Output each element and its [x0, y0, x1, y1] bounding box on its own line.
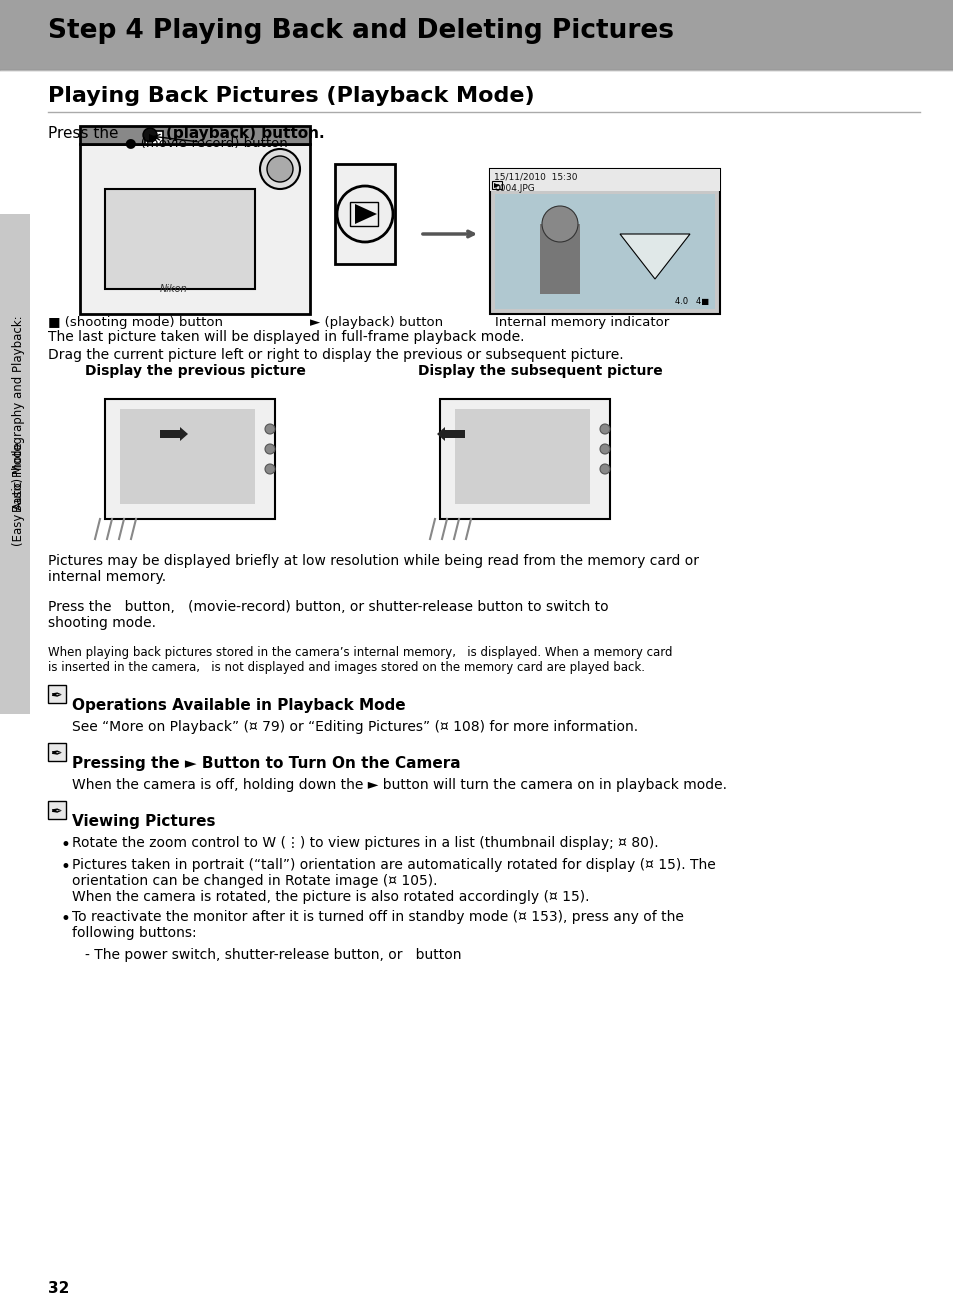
Text: To reactivate the monitor after it is turned off in standby mode (¤ 153), press : To reactivate the monitor after it is tu… — [71, 911, 683, 941]
Bar — [0, 0, 953, 70]
Bar — [439, 399, 609, 519]
Polygon shape — [619, 234, 689, 279]
Text: Display the subsequent picture: Display the subsequent picture — [417, 364, 661, 378]
Bar — [105, 399, 274, 519]
Circle shape — [267, 156, 293, 183]
Circle shape — [143, 127, 157, 142]
Text: ● (movie-record) button: ● (movie-record) button — [125, 137, 288, 148]
Text: The last picture taken will be displayed in full-frame playback mode.: The last picture taken will be displayed… — [48, 330, 524, 344]
Text: Viewing Pictures: Viewing Pictures — [71, 813, 215, 829]
Text: Pictures taken in portrait (“tall”) orientation are automatically rotated for di: Pictures taken in portrait (“tall”) orie… — [71, 858, 715, 904]
Bar — [539, 223, 579, 294]
Text: Press the: Press the — [48, 126, 123, 141]
Polygon shape — [149, 134, 159, 142]
Text: •: • — [60, 836, 70, 854]
Polygon shape — [494, 183, 499, 188]
Text: Drag the current picture left or right to display the previous or subsequent pic: Drag the current picture left or right t… — [48, 348, 623, 361]
Bar — [48, 802, 66, 819]
Bar — [105, 189, 254, 289]
Text: ► (playback) button: ► (playback) button — [310, 315, 442, 328]
Text: 4.0   4■: 4.0 4■ — [675, 297, 708, 306]
Bar — [492, 181, 501, 189]
Bar — [0, 214, 30, 714]
Bar — [145, 131, 163, 145]
Text: (playback) button.: (playback) button. — [166, 126, 324, 141]
Bar — [80, 145, 310, 314]
Circle shape — [265, 444, 274, 455]
Bar — [48, 685, 66, 703]
Bar — [48, 685, 66, 703]
Bar — [490, 170, 720, 314]
Bar — [48, 742, 66, 761]
Polygon shape — [355, 204, 376, 223]
Text: •: • — [60, 911, 70, 928]
Text: Internal memory indicator: Internal memory indicator — [495, 315, 669, 328]
Text: ✒: ✒ — [50, 689, 62, 703]
Text: •: • — [60, 858, 70, 876]
Bar — [490, 170, 720, 191]
Text: When playing back pictures stored in the camera’s internal memory,   is displaye: When playing back pictures stored in the… — [48, 646, 672, 674]
Text: Operations Available in Playback Mode: Operations Available in Playback Mode — [71, 698, 405, 714]
Text: Press the   button,   (movie-record) button, or shutter-release button to switch: Press the button, (movie-record) button,… — [48, 600, 608, 631]
Text: 0004.JPG: 0004.JPG — [494, 184, 535, 193]
Text: Pictures may be displayed briefly at low resolution while being read from the me: Pictures may be displayed briefly at low… — [48, 555, 699, 585]
Bar — [120, 409, 254, 505]
Text: Display the previous picture: Display the previous picture — [85, 364, 305, 378]
Bar — [48, 742, 66, 761]
Bar — [48, 802, 66, 819]
Circle shape — [599, 424, 609, 434]
Text: (Easy Auto) Mode: (Easy Auto) Mode — [11, 442, 25, 545]
Circle shape — [599, 444, 609, 455]
Circle shape — [265, 464, 274, 474]
Text: Basic Photography and Playback:: Basic Photography and Playback: — [11, 315, 25, 512]
Bar — [80, 126, 310, 145]
FancyArrow shape — [160, 427, 188, 442]
Circle shape — [336, 187, 393, 242]
Circle shape — [265, 424, 274, 434]
Bar — [80, 126, 310, 145]
Bar — [335, 164, 395, 264]
Text: Rotate the zoom control to W (⋮) to view pictures in a list (thumbnail display; : Rotate the zoom control to W (⋮) to view… — [71, 836, 658, 850]
Text: 15/11/2010  15:30: 15/11/2010 15:30 — [494, 172, 577, 181]
Text: ■ (shooting mode) button: ■ (shooting mode) button — [48, 315, 223, 328]
Circle shape — [260, 148, 299, 189]
Bar — [455, 409, 589, 505]
Text: See “More on Playback” (¤ 79) or “Editing Pictures” (¤ 108) for more information: See “More on Playback” (¤ 79) or “Editin… — [71, 720, 638, 735]
Text: - The power switch, shutter-release button, or   button: - The power switch, shutter-release butt… — [85, 947, 461, 962]
Text: ✒: ✒ — [50, 746, 62, 761]
Text: Nikon: Nikon — [160, 284, 188, 294]
Text: Step 4 Playing Back and Deleting Pictures: Step 4 Playing Back and Deleting Picture… — [48, 18, 673, 43]
Text: ✒: ✒ — [50, 805, 62, 819]
Text: When the camera is off, holding down the ► button will turn the camera on in pla: When the camera is off, holding down the… — [71, 778, 726, 792]
Circle shape — [599, 464, 609, 474]
Text: Pressing the ► Button to Turn On the Camera: Pressing the ► Button to Turn On the Cam… — [71, 756, 460, 771]
Text: Playing Back Pictures (Playback Mode): Playing Back Pictures (Playback Mode) — [48, 85, 534, 106]
Bar — [490, 170, 720, 314]
FancyArrow shape — [436, 427, 464, 442]
Bar — [495, 194, 714, 309]
Text: 32: 32 — [48, 1281, 70, 1296]
Bar — [350, 202, 377, 226]
Circle shape — [541, 206, 578, 242]
